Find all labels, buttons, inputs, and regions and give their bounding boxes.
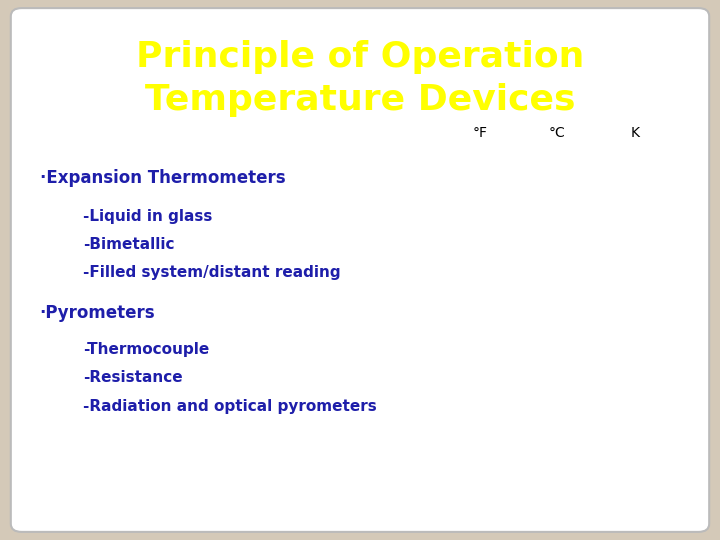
Text: 250: 250 (629, 428, 649, 437)
Text: -10: -10 (554, 388, 572, 398)
Text: 240: 240 (629, 457, 649, 468)
Text: °F: °F (472, 126, 487, 140)
Text: 125: 125 (474, 204, 495, 214)
Text: 10: 10 (558, 328, 572, 339)
Text: 50: 50 (481, 328, 495, 339)
Text: 0: 0 (565, 359, 572, 368)
Text: -Bimetallic: -Bimetallic (83, 237, 174, 252)
Text: -50: -50 (477, 495, 495, 504)
Text: 290: 290 (629, 308, 649, 318)
Text: Principle of Operation: Principle of Operation (136, 40, 584, 73)
Text: 40: 40 (558, 239, 572, 249)
Text: -40: -40 (554, 478, 572, 488)
Text: 0: 0 (488, 411, 495, 422)
Text: 320: 320 (629, 218, 649, 228)
Text: 100: 100 (474, 245, 495, 255)
Text: °C: °C (549, 126, 565, 140)
Text: -Radiation and optical pyrometers: -Radiation and optical pyrometers (83, 399, 377, 414)
Text: 300: 300 (629, 278, 649, 288)
Text: -Liquid in glass: -Liquid in glass (83, 208, 212, 224)
Text: K: K (631, 126, 639, 140)
Text: 60: 60 (558, 179, 572, 189)
Text: -30: -30 (554, 448, 572, 458)
Text: ·Pyrometers: ·Pyrometers (40, 304, 156, 322)
Text: 330: 330 (629, 188, 649, 198)
Text: 75: 75 (481, 287, 495, 297)
Text: -20: -20 (554, 418, 572, 428)
Text: ·Expansion Thermometers: ·Expansion Thermometers (40, 169, 285, 187)
Text: 270: 270 (629, 368, 649, 378)
Text: 25: 25 (481, 370, 495, 380)
Text: -Resistance: -Resistance (83, 370, 182, 386)
Text: 150: 150 (474, 163, 495, 172)
Text: 50: 50 (558, 209, 572, 219)
Text: -25: -25 (477, 453, 495, 463)
Text: 310: 310 (629, 248, 649, 258)
Text: -Thermocouple: -Thermocouple (83, 342, 209, 357)
Text: -Filled system/distant reading: -Filled system/distant reading (83, 265, 341, 280)
Text: 230: 230 (629, 487, 649, 497)
Text: Temperature Devices: Temperature Devices (145, 83, 575, 117)
Text: 20: 20 (558, 299, 572, 308)
Text: 30: 30 (558, 269, 572, 279)
Text: 280: 280 (629, 338, 649, 348)
Text: 260: 260 (629, 397, 649, 408)
